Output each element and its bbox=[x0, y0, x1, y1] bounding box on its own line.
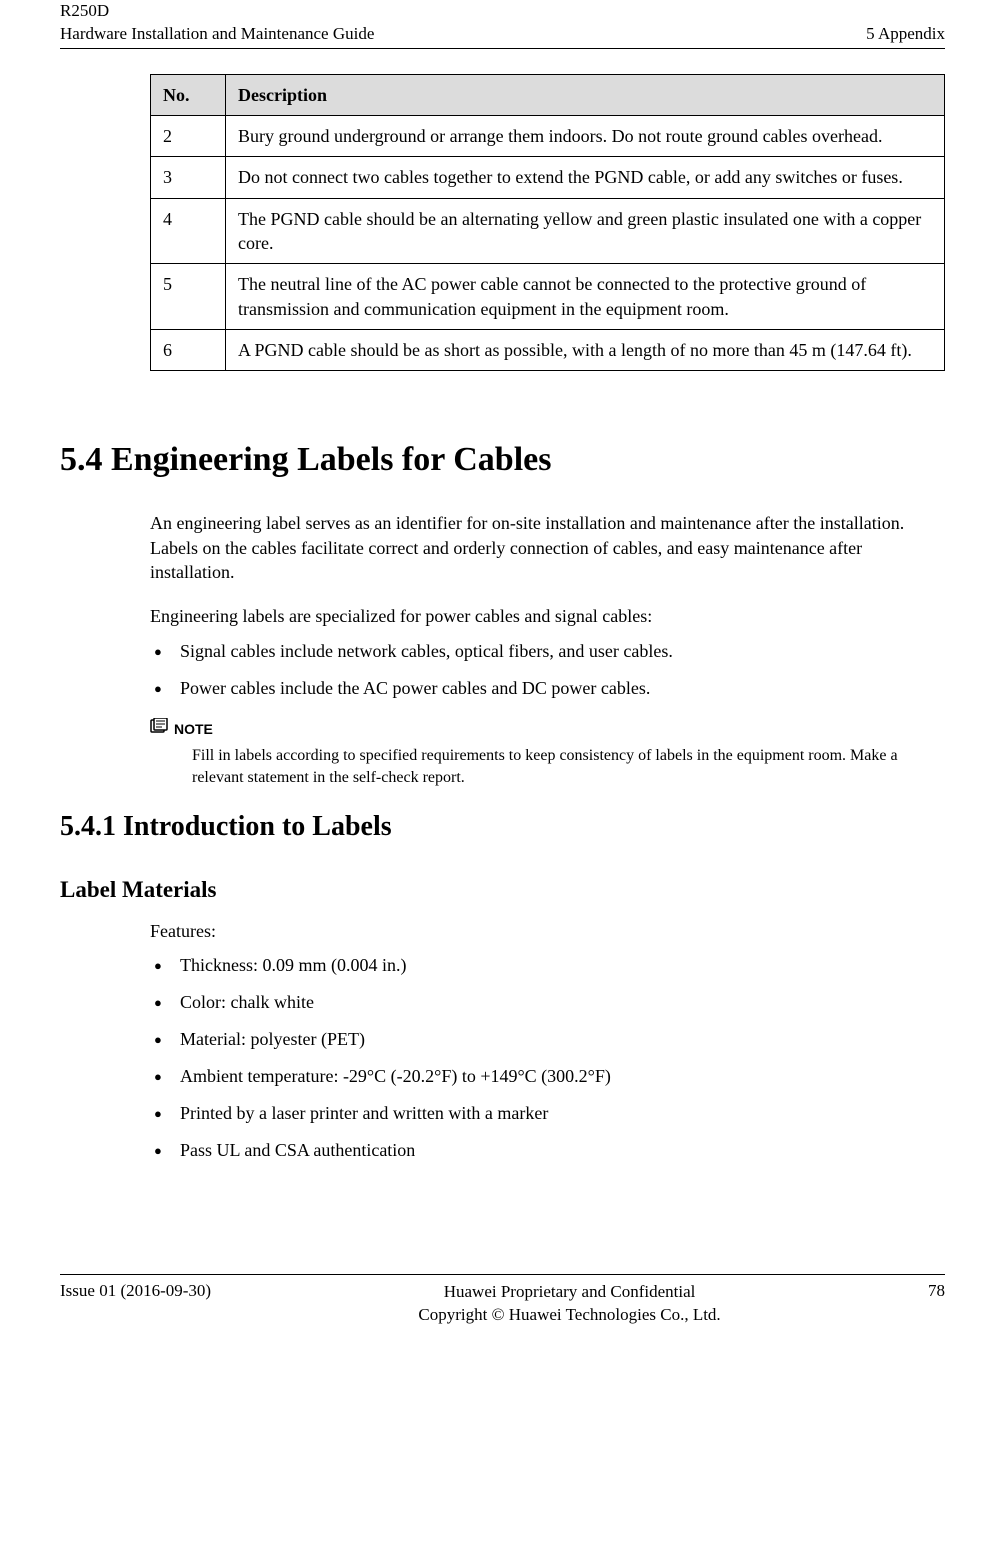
footer-page: 78 bbox=[928, 1281, 945, 1301]
list-item: Printed by a laser printer and written w… bbox=[150, 1100, 945, 1127]
table-row: 3 Do not connect two cables together to … bbox=[151, 157, 945, 198]
note-head: NOTE bbox=[150, 718, 945, 739]
cable-types-list: Signal cables include network cables, op… bbox=[150, 638, 945, 702]
cell-no: 6 bbox=[151, 329, 226, 370]
heading-5-4: 5.4 Engineering Labels for Cables bbox=[60, 441, 945, 479]
col-header-no: No. bbox=[151, 74, 226, 115]
note-block: NOTE Fill in labels according to specifi… bbox=[150, 718, 945, 788]
section-label: 5 Appendix bbox=[866, 23, 945, 46]
list-item: Material: polyester (PET) bbox=[150, 1026, 945, 1053]
list-item: Ambient temperature: -29°C (-20.2°F) to … bbox=[150, 1063, 945, 1090]
cell-desc: Bury ground underground or arrange them … bbox=[226, 116, 945, 157]
note-label: NOTE bbox=[174, 721, 213, 737]
page-footer: Issue 01 (2016-09-30) Huawei Proprietary… bbox=[60, 1274, 945, 1327]
cell-no: 2 bbox=[151, 116, 226, 157]
cell-no: 4 bbox=[151, 198, 226, 264]
description-table: No. Description 2 Bury ground undergroun… bbox=[150, 74, 945, 371]
features-list: Thickness: 0.09 mm (0.004 in.) Color: ch… bbox=[150, 952, 945, 1164]
header-right: 5 Appendix bbox=[866, 23, 945, 46]
features-label: Features: bbox=[150, 921, 945, 942]
cell-no: 3 bbox=[151, 157, 226, 198]
footer-center: Huawei Proprietary and Confidential Copy… bbox=[418, 1281, 720, 1327]
list-item: Pass UL and CSA authentication bbox=[150, 1137, 945, 1164]
col-header-desc: Description bbox=[226, 74, 945, 115]
header-left: R250D Hardware Installation and Maintena… bbox=[60, 0, 374, 46]
footer-issue: Issue 01 (2016-09-30) bbox=[60, 1281, 211, 1301]
heading-5-4-1: 5.4.1 Introduction to Labels bbox=[60, 811, 945, 843]
cell-desc: The PGND cable should be an alternating … bbox=[226, 198, 945, 264]
cell-desc: Do not connect two cables together to ex… bbox=[226, 157, 945, 198]
lead-paragraph: Engineering labels are specialized for p… bbox=[150, 604, 945, 628]
note-text: Fill in labels according to specified re… bbox=[192, 745, 945, 788]
list-item: Signal cables include network cables, op… bbox=[150, 638, 945, 665]
list-item: Color: chalk white bbox=[150, 989, 945, 1016]
cell-desc: The neutral line of the AC power cable c… bbox=[226, 264, 945, 330]
list-item: Thickness: 0.09 mm (0.004 in.) bbox=[150, 952, 945, 979]
list-item: Power cables include the AC power cables… bbox=[150, 675, 945, 702]
table-header-row: No. Description bbox=[151, 74, 945, 115]
table-row: 4 The PGND cable should be an alternatin… bbox=[151, 198, 945, 264]
cell-desc: A PGND cable should be as short as possi… bbox=[226, 329, 945, 370]
cell-no: 5 bbox=[151, 264, 226, 330]
table-row: 2 Bury ground underground or arrange the… bbox=[151, 116, 945, 157]
footer-copyright: Copyright © Huawei Technologies Co., Ltd… bbox=[418, 1304, 720, 1327]
table-row: 5 The neutral line of the AC power cable… bbox=[151, 264, 945, 330]
footer-proprietary: Huawei Proprietary and Confidential bbox=[418, 1281, 720, 1304]
intro-paragraph: An engineering label serves as an identi… bbox=[150, 511, 945, 584]
page-header: R250D Hardware Installation and Maintena… bbox=[60, 0, 945, 49]
heading-label-materials: Label Materials bbox=[60, 877, 945, 903]
doc-title: Hardware Installation and Maintenance Gu… bbox=[60, 23, 374, 46]
model-number: R250D bbox=[60, 0, 374, 23]
table-row: 6 A PGND cable should be as short as pos… bbox=[151, 329, 945, 370]
note-icon bbox=[150, 718, 170, 739]
